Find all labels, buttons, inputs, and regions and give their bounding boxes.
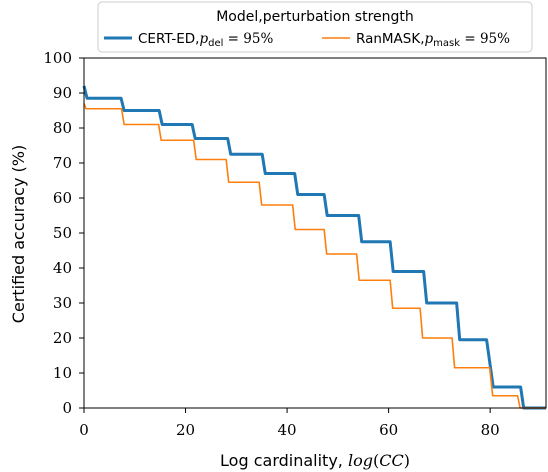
legend: Model,perturbation strength CERT-ED,pdel… bbox=[97, 1, 533, 53]
y-tick-label: 80 bbox=[53, 119, 72, 137]
y-tick-label: 100 bbox=[43, 49, 72, 67]
y-axis-title: Certified accuracy (%) bbox=[9, 145, 28, 323]
y-tick-label: 20 bbox=[53, 329, 72, 347]
legend-label-ranmask: RanMASK,pmask = 95% bbox=[356, 31, 510, 49]
y-tick-label: 60 bbox=[53, 189, 72, 207]
x-tick-label: 60 bbox=[379, 421, 398, 439]
x-tick-label: 80 bbox=[481, 421, 500, 439]
y-axis: 0 10 20 30 40 50 60 70 80 90 100 bbox=[43, 49, 84, 417]
x-tick-label: 20 bbox=[176, 421, 195, 439]
y-tick-label: 0 bbox=[62, 399, 72, 417]
x-tick-label: 0 bbox=[79, 421, 89, 439]
series-line-cert-ed bbox=[82, 85, 546, 410]
x-axis: 0 20 40 60 80 bbox=[79, 408, 500, 439]
legend-label-cert-ed: CERT-ED,pdel = 95% bbox=[138, 31, 273, 49]
y-tick-label: 40 bbox=[53, 259, 72, 277]
plot-area bbox=[82, 85, 546, 410]
series-line-ranmask bbox=[83, 103, 546, 409]
x-axis-title: Log cardinality, log(CC) bbox=[220, 451, 410, 470]
y-tick-label: 10 bbox=[53, 364, 72, 382]
y-tick-label: 50 bbox=[53, 224, 72, 242]
y-tick-label: 30 bbox=[53, 294, 72, 312]
legend-title: Model,perturbation strength bbox=[216, 9, 414, 25]
legend-frame bbox=[97, 1, 533, 53]
y-tick-label: 90 bbox=[53, 84, 72, 102]
y-tick-label: 70 bbox=[53, 154, 72, 172]
x-tick-label: 40 bbox=[278, 421, 297, 439]
